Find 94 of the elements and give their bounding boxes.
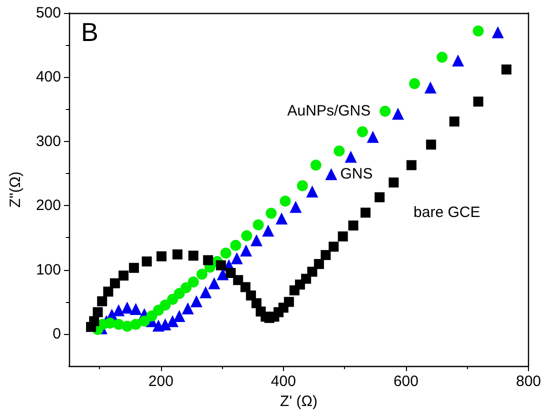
point: [360, 208, 371, 218]
point: [409, 78, 420, 90]
point: [388, 177, 399, 188]
x-tick-label: 400: [270, 373, 296, 390]
point: [130, 318, 142, 330]
point: [220, 248, 232, 259]
point: [348, 220, 358, 230]
point: [128, 262, 139, 273]
x-tick-label: 800: [516, 373, 541, 390]
point: [89, 316, 100, 326]
point: [325, 168, 338, 180]
series-label: AuNPs/GNS: [287, 102, 371, 120]
point: [200, 286, 212, 298]
point: [262, 224, 274, 237]
point: [230, 240, 242, 251]
series-label: bare GCE: [414, 204, 480, 222]
point: [251, 298, 262, 308]
point: [338, 231, 348, 242]
point: [250, 234, 262, 246]
point: [188, 276, 199, 288]
point: [160, 300, 171, 311]
point: [103, 286, 114, 297]
point: [167, 294, 178, 305]
point: [320, 250, 331, 260]
point: [296, 180, 308, 192]
point: [280, 196, 291, 207]
y-axis-title: Z''(Ω): [7, 172, 24, 208]
point: [92, 307, 103, 318]
point: [240, 244, 252, 257]
point: [424, 81, 436, 94]
point: [180, 282, 192, 294]
point: [472, 25, 484, 36]
point: [142, 256, 152, 266]
point: [344, 150, 357, 163]
point: [334, 146, 345, 157]
point: [118, 270, 129, 281]
point: [241, 230, 252, 242]
point: [492, 26, 504, 38]
point: [307, 266, 318, 277]
chart-title: B: [81, 17, 98, 47]
point: [290, 200, 302, 213]
point: [426, 140, 436, 150]
point: [356, 126, 368, 138]
point: [380, 106, 391, 117]
x-tick-label: 600: [393, 373, 418, 390]
y-tick-label: 300: [36, 132, 61, 150]
y-tick-label: 100: [36, 261, 61, 278]
point: [233, 275, 244, 286]
point: [501, 64, 512, 74]
point: [113, 318, 124, 330]
point: [240, 282, 250, 292]
x-axis-title: Z' (Ω): [280, 393, 318, 410]
point: [112, 304, 125, 316]
point: [328, 242, 339, 252]
y-tick-label: 500: [36, 4, 61, 22]
point: [173, 310, 186, 322]
point: [252, 219, 264, 230]
series-label: GNS: [340, 166, 373, 183]
point: [449, 116, 460, 126]
point: [276, 212, 288, 224]
point: [284, 296, 294, 307]
y-tick-label: 400: [36, 68, 61, 86]
point: [306, 185, 318, 198]
y-tick-label: 0: [52, 326, 61, 342]
point: [314, 259, 324, 270]
point: [196, 268, 208, 280]
point: [452, 54, 464, 67]
point: [406, 160, 416, 170]
point: [310, 160, 322, 171]
point: [97, 296, 108, 306]
point: [203, 255, 214, 266]
point: [190, 295, 202, 308]
point: [230, 252, 243, 264]
point: [301, 274, 312, 284]
point: [266, 208, 277, 219]
point: [226, 268, 236, 278]
y-tick-label: 200: [36, 197, 61, 214]
point: [156, 251, 167, 262]
point: [110, 278, 120, 288]
point: [374, 192, 385, 202]
point: [436, 52, 448, 63]
point: [166, 315, 179, 328]
point: [188, 250, 198, 261]
point: [473, 96, 484, 107]
point: [366, 130, 379, 143]
x-tick-label: 200: [148, 373, 174, 390]
point: [182, 302, 194, 314]
point: [208, 277, 220, 290]
point: [216, 260, 226, 270]
point: [146, 310, 158, 322]
point: [121, 302, 134, 314]
point: [392, 108, 404, 120]
point: [130, 302, 142, 315]
point: [172, 249, 182, 260]
